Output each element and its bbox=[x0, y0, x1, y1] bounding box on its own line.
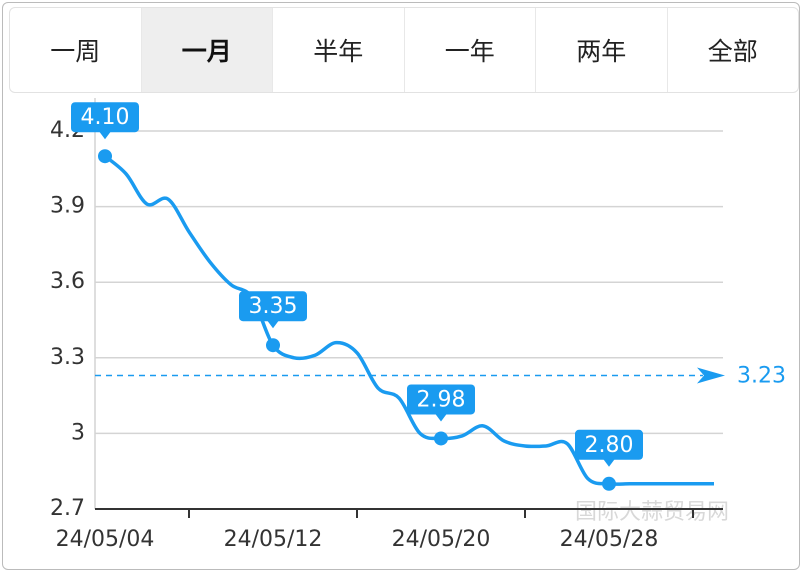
y-tick-label: 3.3 bbox=[50, 345, 85, 370]
range-tab[interactable]: 半年 bbox=[273, 8, 405, 92]
price-point bbox=[266, 338, 280, 353]
label-bubble bbox=[575, 429, 643, 460]
x-tick-label: 24/05/04 bbox=[56, 527, 155, 552]
y-tick-label: 2.7 bbox=[50, 496, 85, 521]
range-tab[interactable]: 全部 bbox=[707, 37, 758, 66]
price-point bbox=[434, 431, 448, 446]
price-point bbox=[98, 149, 112, 164]
range-tab[interactable]: 一年 bbox=[405, 8, 536, 92]
y-tick-label: 3.6 bbox=[50, 269, 85, 294]
range-tabs: 一周 一月 半年 一年 两年 全部 bbox=[9, 7, 799, 93]
y-tick-label: 3 bbox=[71, 420, 85, 445]
label-pointer bbox=[435, 413, 447, 422]
range-tab[interactable]: 两年 bbox=[536, 8, 668, 92]
reference-label: 3.23 bbox=[737, 363, 786, 388]
label-pointer bbox=[99, 131, 111, 140]
label-bubble bbox=[71, 102, 139, 133]
label-pointer bbox=[603, 458, 615, 467]
label-bubble bbox=[407, 384, 475, 415]
x-tick-label: 24/05/28 bbox=[560, 527, 659, 552]
range-tab[interactable]: 一月 bbox=[141, 8, 273, 92]
range-tab[interactable]: 一周 bbox=[10, 8, 142, 92]
data-label: 3.35 bbox=[249, 294, 298, 319]
screen: 一周 一月 半年 一年 两年 全部 国际大蒜贸易网 2.7 3 3.3 3.6 3.9 4.2 24/0… bbox=[2, 2, 800, 570]
label-bubble bbox=[239, 291, 307, 322]
data-label: 2.98 bbox=[417, 387, 466, 412]
label-pointer bbox=[267, 320, 279, 329]
y-tick-label: 3.9 bbox=[50, 194, 85, 219]
price-point bbox=[602, 476, 616, 491]
x-tick-label: 24/05/12 bbox=[224, 527, 323, 552]
x-tick-label: 24/05/20 bbox=[392, 527, 491, 552]
watermark: 国际大蒜贸易网 bbox=[575, 500, 729, 525]
data-label: 4.10 bbox=[81, 105, 130, 130]
reference-arrow bbox=[697, 367, 725, 384]
data-label: 2.80 bbox=[585, 433, 634, 458]
